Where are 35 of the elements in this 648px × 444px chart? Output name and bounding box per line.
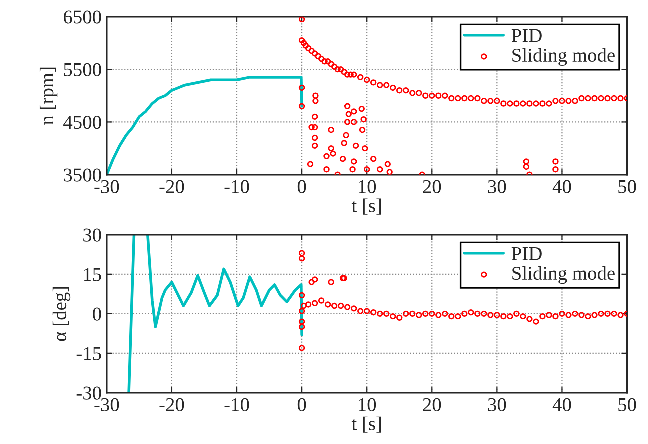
y-tick-label: 15 (84, 268, 102, 282)
y-axis-title: α [deg] (52, 287, 71, 342)
x-tick-label: 50 (618, 180, 636, 194)
x-tick-label: 0 (298, 398, 306, 412)
x-tick-label: 40 (552, 398, 572, 412)
x-tick-label: 10 (359, 180, 376, 194)
legend-label: Sliding mode (512, 48, 615, 66)
x-tick-label: -30 (94, 398, 120, 412)
y-tick-label: 30 (84, 228, 102, 242)
x-tick-label: 50 (618, 398, 636, 412)
y-tick-label: 3500 (64, 168, 102, 182)
y-tick-label: 4500 (64, 116, 102, 130)
x-tick-label: -20 (160, 180, 184, 194)
x-tick-label: 10 (359, 398, 376, 412)
x-tick-label: -10 (224, 398, 250, 412)
y-tick-label: -30 (76, 386, 102, 400)
x-tick-label: -20 (160, 398, 184, 412)
x-tick-label: 20 (423, 398, 442, 412)
x-tick-label: 40 (552, 180, 572, 194)
x-tick-label: -10 (224, 180, 250, 194)
x-tick-label: 30 (488, 180, 506, 194)
y-axis-title: n [rpm] (40, 68, 58, 125)
x-tick-label: 30 (488, 398, 506, 412)
legend-label: PID (512, 247, 542, 260)
y-tick-label: 0 (93, 308, 102, 321)
y-tick-label: 5500 (64, 63, 102, 76)
y-tick-label: 6500 (64, 10, 102, 24)
x-tick-label: 20 (423, 180, 442, 194)
legend-label: Sliding mode (512, 266, 615, 284)
x-axis-title: t [s] (352, 416, 382, 433)
x-tick-label: -30 (94, 180, 120, 194)
legend-label: PID (512, 29, 542, 42)
x-tick-label: 0 (298, 180, 306, 194)
x-axis-title: t [s] (352, 198, 382, 215)
y-tick-label: -15 (76, 347, 102, 360)
